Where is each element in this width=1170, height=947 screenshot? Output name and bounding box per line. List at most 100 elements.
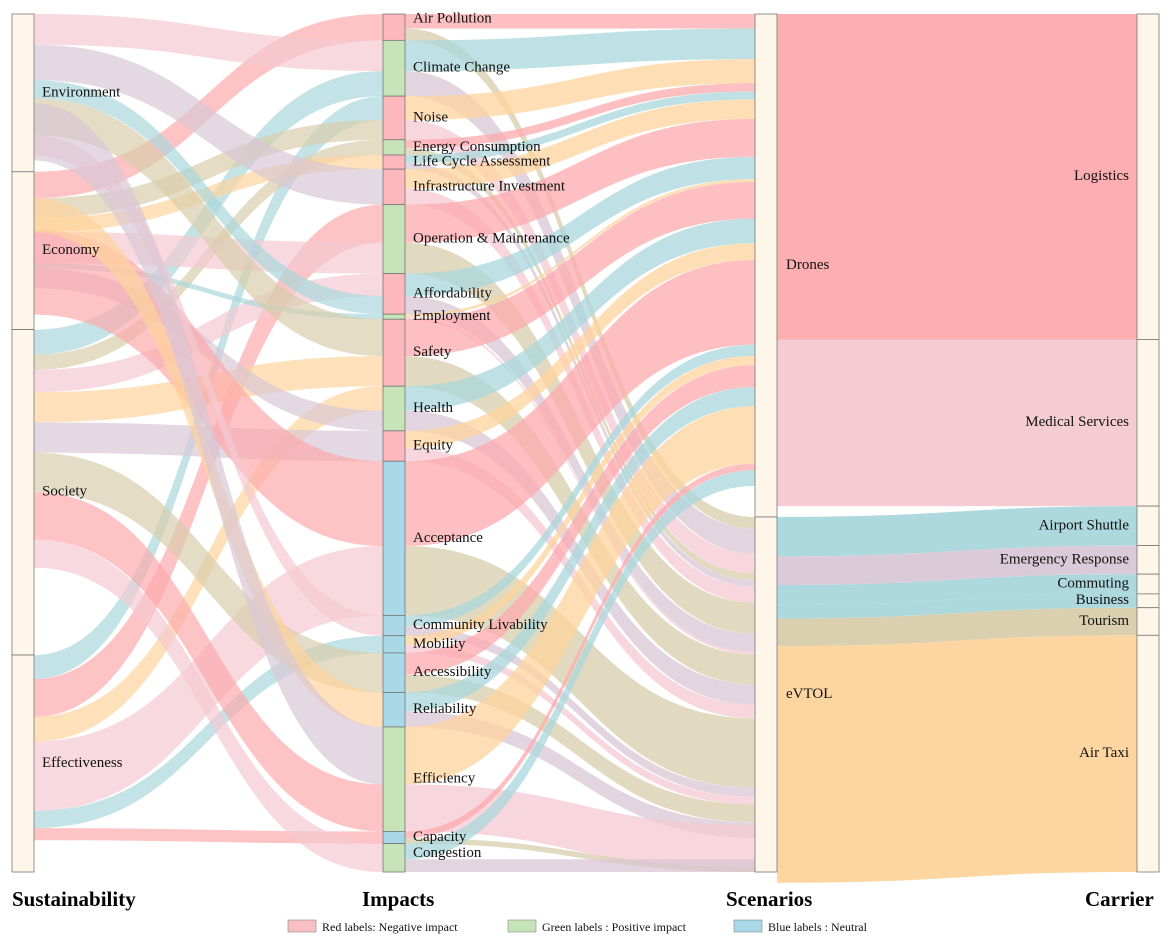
label-mobility: Mobility — [413, 636, 466, 652]
legend: Red labels: Negative impact Green labels… — [287, 919, 868, 934]
node-community-livability — [382, 615, 406, 637]
node-business — [1136, 593, 1160, 609]
flow-band — [405, 344, 755, 627]
label-air-pollution: Air Pollution — [413, 10, 492, 26]
node-drones — [754, 13, 778, 518]
column-title-carrier: Carrier — [1085, 887, 1154, 911]
node-air-pollution — [382, 13, 406, 41]
label-equity: Equity — [413, 437, 453, 453]
legend-label-neutral: Blue labels : Neutral — [768, 920, 868, 934]
label-economy: Economy — [42, 242, 100, 258]
label-society: Society — [42, 484, 87, 500]
label-airport-shuttle: Airport Shuttle — [1039, 517, 1130, 533]
flow-band — [405, 295, 755, 653]
node-medical-services — [1136, 339, 1160, 507]
flow-band — [405, 355, 755, 646]
flow-band-business — [777, 593, 1137, 619]
flows-sustainability-impacts — [34, 14, 383, 872]
node-effectiveness — [11, 654, 35, 873]
node-health — [382, 385, 406, 432]
label-congestion: Congestion — [413, 845, 482, 861]
node-airport-shuttle — [1136, 505, 1160, 546]
label-business: Business — [1076, 592, 1130, 608]
flows-scenarios-carrier — [777, 14, 1137, 883]
flow-band — [405, 156, 755, 296]
flow-band — [405, 179, 755, 317]
flow-band — [405, 470, 755, 860]
flow-band — [405, 674, 755, 823]
node-environment — [11, 13, 35, 173]
label-effectiveness: Effectiveness — [42, 755, 123, 771]
node-employment — [382, 313, 406, 320]
flow-band-emergency-response — [777, 545, 1137, 586]
node-affordability — [382, 273, 406, 315]
flow-band — [405, 118, 755, 243]
column-title-impacts: Impacts — [362, 887, 434, 911]
sankey-labels: Environment Economy Society Effectiveness Ai… — [42, 10, 1129, 861]
flow-band — [405, 365, 755, 675]
flow-band — [34, 14, 383, 199]
node-air-taxi — [1136, 634, 1160, 873]
node-mobility — [382, 635, 406, 654]
flow-band — [405, 859, 755, 872]
flow-band — [34, 263, 383, 320]
label-efficiency: Efficiency — [413, 771, 476, 787]
node-accessibility — [382, 652, 406, 693]
node-tourism — [1136, 607, 1160, 636]
flow-band — [34, 635, 383, 829]
label-energy-consumption: Energy Consumption — [413, 139, 541, 155]
legend-label-positive: Green labels : Positive impact — [542, 920, 687, 934]
label-evtol: eVTOL — [786, 686, 832, 702]
flow-band — [34, 98, 383, 357]
node-reliability — [382, 692, 406, 728]
label-drones: Drones — [786, 257, 829, 273]
node-safety — [382, 318, 406, 387]
node-efficiency — [382, 726, 406, 832]
legend-label-negative: Red labels: Negative impact — [322, 920, 458, 934]
flow-band-tourism — [777, 607, 1137, 647]
node-acceptance — [382, 460, 406, 616]
node-logistics — [1136, 13, 1160, 340]
flow-band — [405, 83, 755, 149]
node-energy-consumption — [382, 139, 406, 156]
label-air-taxi: Air Taxi — [1079, 745, 1129, 761]
flow-band — [405, 406, 755, 785]
flows-impacts-scenarios — [405, 14, 755, 872]
node-economy — [11, 171, 35, 330]
label-climate-change: Climate Change — [413, 60, 510, 76]
label-community-livability: Community Livability — [413, 617, 548, 633]
label-operation-and-maintenance: Operation & Maintenance — [413, 231, 570, 247]
flow-band — [405, 181, 755, 357]
flow-band-medical-services — [777, 339, 1137, 507]
flow-band — [34, 135, 383, 636]
label-emergency-response: Emergency Response — [1000, 551, 1130, 567]
label-capacity: Capacity — [413, 829, 467, 845]
flow-band-logistics — [777, 14, 1137, 340]
node-equity — [382, 430, 406, 462]
node-operation-and-maintenance — [382, 204, 406, 275]
node-evtol — [754, 516, 778, 873]
flow-band — [34, 103, 383, 785]
flow-band — [405, 28, 755, 72]
label-reliability: Reliability — [413, 701, 477, 717]
label-commuting: Commuting — [1057, 575, 1129, 591]
label-affordability: Affordability — [413, 285, 492, 301]
label-accessibility: Accessibility — [413, 664, 492, 680]
node-congestion — [382, 843, 406, 873]
label-environment: Environment — [42, 84, 121, 100]
flow-band — [34, 452, 383, 693]
flow-band — [34, 80, 383, 315]
flow-band — [34, 44, 383, 205]
flow-band — [405, 14, 755, 29]
label-safety: Safety — [413, 344, 452, 360]
node-society — [11, 329, 35, 656]
label-life-cycle-assessment: Life Cycle Assessment — [413, 154, 551, 170]
label-infrastructure-investment: Infrastructure Investment — [413, 178, 566, 194]
flow-band — [405, 387, 755, 712]
node-commuting — [1136, 573, 1160, 595]
label-medical-services: Medical Services — [1025, 414, 1129, 430]
node-emergency-response — [1136, 545, 1160, 575]
label-tourism: Tourism — [1079, 613, 1129, 629]
flow-band — [405, 59, 755, 121]
